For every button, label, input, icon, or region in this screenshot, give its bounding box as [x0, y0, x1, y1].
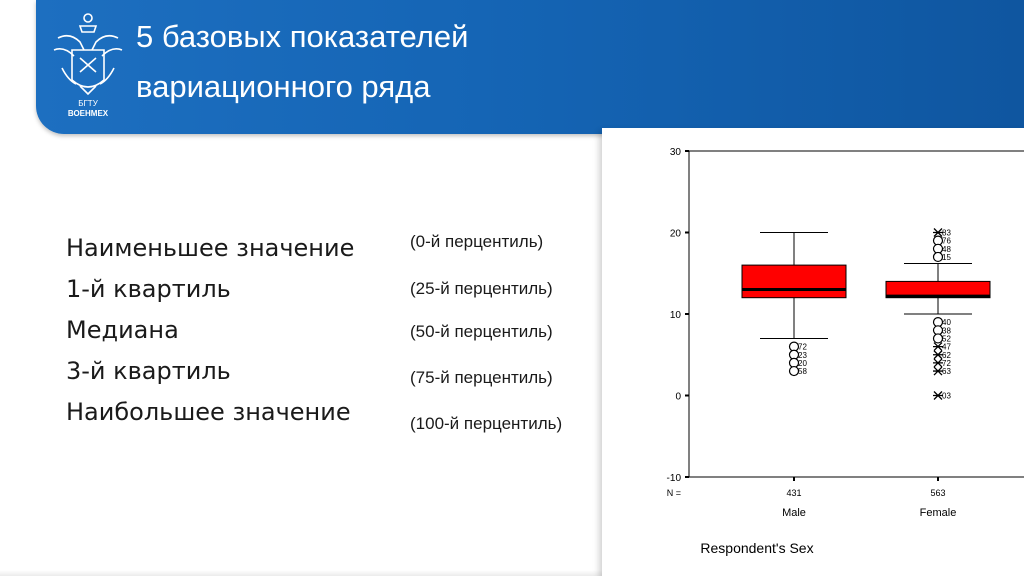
- outlier-label: 72: [942, 359, 951, 368]
- percentile-label: (100-й перцентиль): [410, 414, 563, 433]
- percentile-label: (25-й перцентиль): [410, 279, 553, 298]
- outlier-label: 47: [942, 343, 951, 352]
- outlier-label: 52: [942, 334, 951, 343]
- outlier-label: 63: [942, 367, 951, 376]
- outlier-label: 48: [942, 245, 951, 254]
- outlier-label: 20: [798, 359, 807, 368]
- outlier-star: [933, 342, 943, 352]
- y-tick-label: 0: [675, 392, 681, 403]
- y-tick-label: -10: [667, 473, 682, 484]
- outlier-label: 58: [798, 367, 807, 376]
- percentile-label: (0-й перцентиль): [410, 232, 544, 251]
- stat-label: Наименьшее значение: [66, 234, 355, 262]
- outlier-label: 38: [942, 326, 951, 335]
- title-line: вариационного ряда: [136, 69, 431, 104]
- outlier-star: [933, 366, 943, 376]
- x-axis-title: Respondent's Sex: [700, 540, 813, 556]
- logo-text-1: БГТУ: [78, 99, 98, 108]
- outlier-label: 72: [798, 343, 807, 352]
- percentile-label: (75-й перцентиль): [410, 368, 553, 387]
- percentile-label: (50-й перцентиль): [410, 322, 553, 341]
- slide-header: БГТУ ВОЕНМЕХ 5 базовых показателей вариа…: [36, 0, 1024, 134]
- n-value: 431: [786, 488, 801, 498]
- y-tick-label: 30: [670, 147, 682, 158]
- outlier-label: 15: [942, 253, 951, 262]
- y-tick-label: 10: [670, 310, 682, 321]
- logo-text-2: ВОЕНМЕХ: [68, 109, 109, 118]
- category-label: Female: [920, 507, 957, 519]
- outlier-star: [933, 350, 943, 360]
- outlier-star: [933, 391, 943, 400]
- category-label: Male: [782, 507, 806, 519]
- outlier-star: [933, 228, 943, 237]
- outlier-circle: [932, 333, 944, 344]
- outlier-label: 03: [942, 392, 951, 401]
- stat-list: Наименьшее значение 1-й квартиль Медиана…: [66, 228, 354, 433]
- n-label: N =: [667, 488, 681, 498]
- box-female: [885, 280, 991, 299]
- stat-label: 3-й квартиль: [66, 357, 231, 385]
- university-crest-icon: БГТУ ВОЕНМЕХ: [53, 13, 123, 118]
- title-line: 5 базовых показателей: [136, 19, 469, 54]
- n-value: 563: [930, 488, 945, 498]
- boxplot-panel: 30 20 10 0 -10 N = 431 Male 72 23 20 58 563 Female 83 7…: [602, 128, 1024, 576]
- stat-label: 1-й квартиль: [66, 275, 231, 303]
- outlier-circle: [788, 365, 800, 377]
- outlier-circle: [932, 251, 944, 263]
- outlier-label: 40: [942, 318, 951, 327]
- bottom-divider: [0, 570, 602, 576]
- page-title: 5 базовых показателей вариационного ряда: [136, 12, 696, 112]
- stat-label: Медиана: [66, 316, 179, 344]
- outlier-label: 83: [942, 229, 951, 238]
- stat-label: Наибольшее значение: [66, 398, 351, 426]
- outlier-label: 62: [942, 351, 951, 360]
- y-tick-label: 20: [670, 229, 682, 240]
- outlier-star: [933, 358, 943, 368]
- outlier-label: 23: [798, 351, 807, 360]
- outlier-label: 76: [942, 237, 951, 246]
- box-male: [741, 264, 847, 299]
